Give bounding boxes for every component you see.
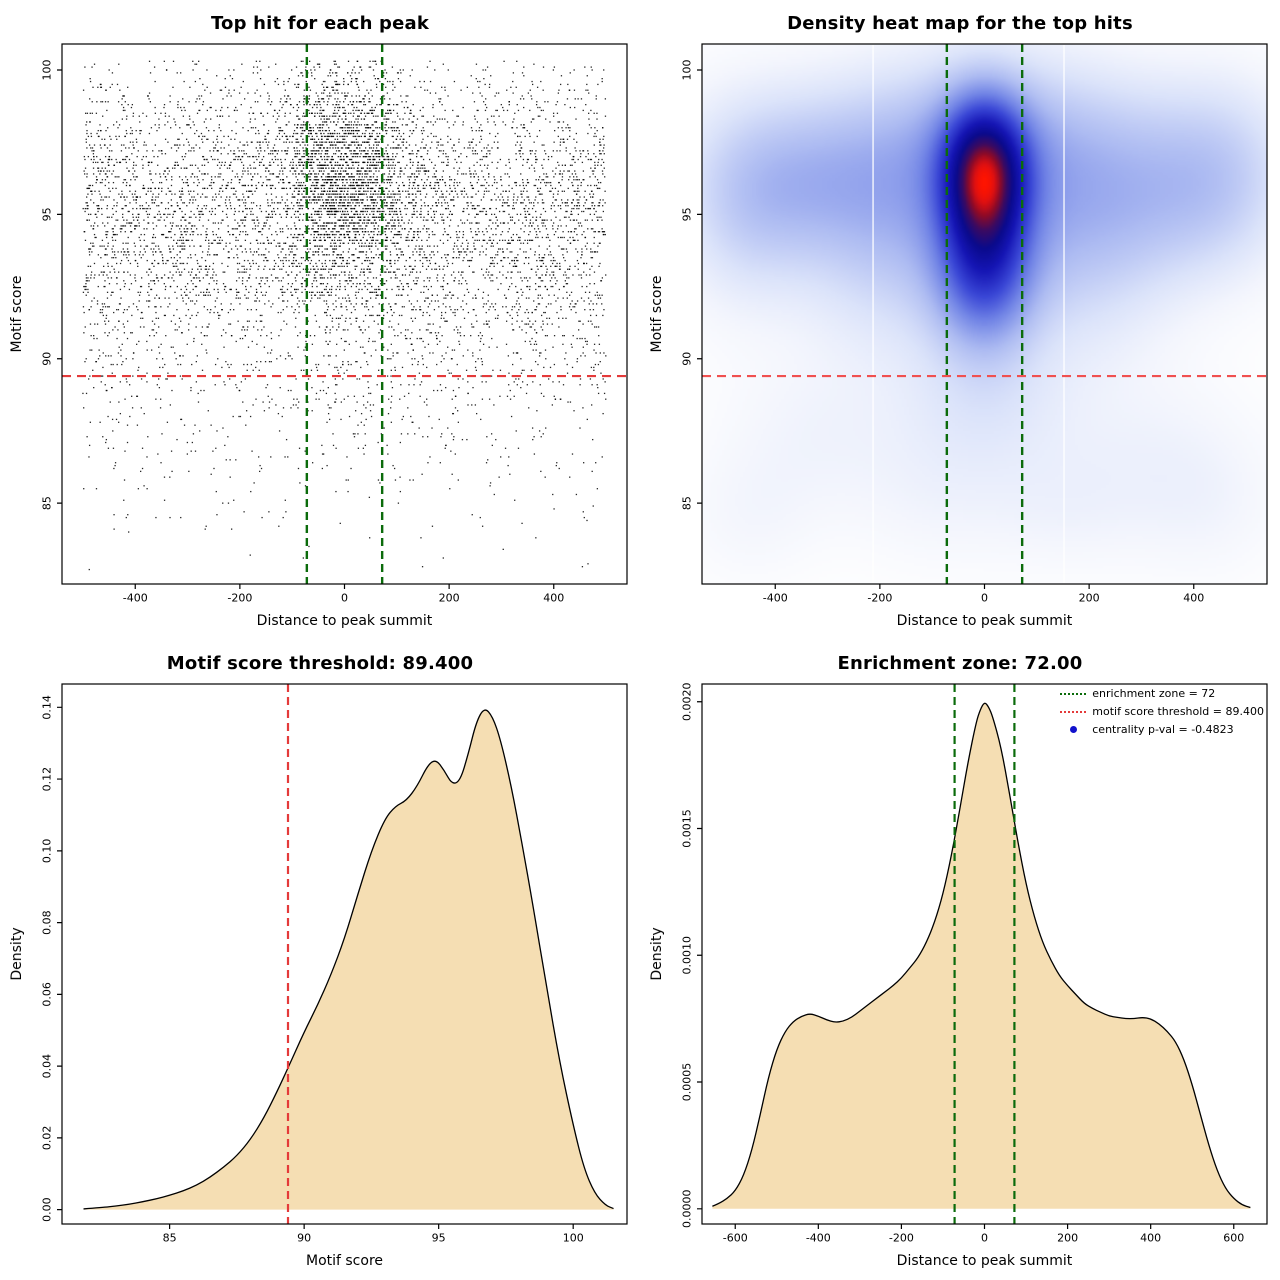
legend-item: enrichment zone = 72 [1060,686,1264,701]
legend: enrichment zone = 72 motif score threshol… [1060,686,1264,737]
x-axis-label: Distance to peak summit [896,613,1073,629]
legend-label: centrality p-val = -0.4823 [1092,723,1234,736]
panel-density-heatmap: Density heat map for the top hits Distan… [640,0,1280,640]
panel-title: Top hit for each peak [210,13,430,34]
dotted-line-icon [1060,692,1087,695]
top-hit-scatter-canvas [0,0,640,640]
x-axis-label: Distance to peak summit [896,1253,1073,1269]
enrichment-zone-density-canvas [640,640,1280,1280]
dotted-line-icon [1060,710,1087,713]
panel-motif-score-density: Motif score threshold: 89.400 Motif scor… [0,640,640,1280]
point-icon [1069,726,1077,733]
motif-score-density-canvas [0,640,640,1280]
legend-point-swatch [1060,726,1086,733]
panel-title: Enrichment zone: 72.00 [837,653,1083,674]
y-axis-label: Density [9,927,25,981]
panel-title: Density heat map for the top hits [787,13,1133,34]
panel-top-hit-scatter: Top hit for each peak Distance to peak s… [0,0,640,640]
y-axis-label: Density [649,927,665,981]
legend-label: motif score threshold = 89.400 [1092,705,1264,718]
y-axis-label: Motif score [9,275,25,353]
density-heatmap-canvas [640,0,1280,640]
legend-label: enrichment zone = 72 [1092,687,1216,700]
legend-item: centrality p-val = -0.4823 [1060,722,1264,737]
legend-line-swatch [1060,692,1087,695]
x-axis-label: Distance to peak summit [256,613,433,629]
panel-enrichment-zone-density: Enrichment zone: 72.00 Distance to peak … [640,640,1280,1280]
legend-item: motif score threshold = 89.400 [1060,704,1264,719]
y-axis-label: Motif score [649,275,665,353]
panel-title: Motif score threshold: 89.400 [166,653,474,674]
x-axis-label: Motif score [305,1253,384,1269]
legend-line-swatch [1060,710,1087,713]
